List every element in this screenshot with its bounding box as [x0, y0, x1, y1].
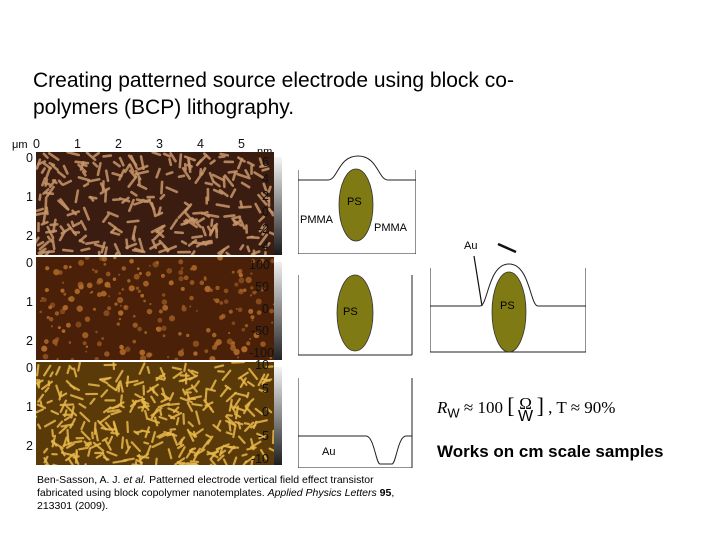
- label-ps-1: PS: [347, 196, 362, 208]
- colorbar-tick-label: -4: [257, 239, 269, 253]
- colorbar-tick-label: 5: [262, 381, 269, 396]
- colorbar-tick-label: 0: [262, 405, 269, 419]
- formula-transmittance: , T ≈ 90%: [548, 398, 616, 417]
- y-tick-label: 1: [26, 400, 33, 414]
- colorbar-tick-label: -100: [249, 346, 275, 360]
- x-tick-label: 1: [74, 137, 81, 151]
- ps-domain: [338, 168, 374, 242]
- colorbar-tick-label: -2: [257, 222, 269, 237]
- x-tick-label: 5: [238, 137, 245, 151]
- colorbar-tick-label: -50: [250, 324, 269, 338]
- y-tick-label: 2: [26, 334, 33, 348]
- colorbar-tick-label: 100: [249, 258, 270, 272]
- sheet-resistance-formula: RW ≈ 100 [ Ω W ] , T ≈ 90%: [437, 393, 616, 426]
- formula-w-unit: W: [518, 408, 534, 426]
- y-tick-label: 2: [26, 229, 33, 243]
- afm-image-bottom: [36, 362, 274, 465]
- label-au-bottom: Au: [322, 446, 336, 458]
- y-tick-label: 1: [26, 295, 33, 309]
- afm-image-top: [36, 152, 274, 255]
- x-tick-label: 2: [115, 137, 122, 151]
- label-ps-right: PS: [500, 300, 515, 312]
- results-note: Works on cm scale samples: [437, 442, 664, 461]
- x-tick-label: 4: [197, 137, 204, 151]
- colorbar-tick-label: 0: [262, 302, 269, 316]
- citation-et-al: et al.: [123, 474, 147, 486]
- ps-domain: [491, 271, 527, 353]
- citation: Ben-Sasson, A. J. et al. Patterned elect…: [37, 474, 397, 513]
- colorbar-top: [274, 157, 282, 255]
- label-pmma-right: PMMA: [374, 222, 407, 234]
- diagram-au-coated-ps: [430, 242, 586, 353]
- slide-title: Creating patterned source electrode usin…: [33, 69, 514, 119]
- colorbar-tick-label: -5: [257, 428, 269, 443]
- formula-w-sub: W: [447, 405, 460, 421]
- citation-authors: Ben-Sasson, A. J.: [37, 474, 121, 486]
- y-tick-label: 0: [26, 151, 33, 165]
- colorbar-tick-label: 50: [255, 280, 269, 294]
- label-ps-2: PS: [343, 306, 358, 318]
- label-au-right: Au: [464, 240, 478, 252]
- formula-approx: ≈ 100: [463, 398, 504, 417]
- diagram-au-electrode: [298, 378, 413, 468]
- colorbar-tick-label: 6: [262, 155, 269, 169]
- x-tick-label: 3: [156, 137, 163, 151]
- diagram-pmma-removed: [298, 274, 413, 356]
- label-pmma-left: PMMA: [300, 214, 333, 226]
- colorbar-tick-label: -10: [250, 452, 269, 466]
- diagram-bcp-film: [298, 155, 416, 254]
- citation-journal: Applied Physics Letters: [267, 487, 377, 499]
- colorbar-middle: [274, 262, 282, 360]
- citation-volume: 95: [379, 487, 392, 499]
- y-tick-label: 0: [26, 256, 33, 270]
- x-unit-label: μm: [12, 139, 28, 151]
- y-tick-label: 0: [26, 361, 33, 375]
- colorbar-tick-label: 2: [262, 188, 269, 203]
- y-tick-label: 2: [26, 439, 33, 453]
- formula-r: R: [437, 398, 448, 417]
- colorbar-tick-label: 4: [262, 171, 269, 186]
- colorbar-tick-label: 0: [262, 205, 269, 220]
- y-tick-label: 1: [26, 190, 33, 204]
- colorbar-bottom: [274, 367, 282, 465]
- ps-domain: [336, 274, 374, 352]
- colorbar-tick-label: 10: [255, 358, 269, 372]
- x-tick-label: 0: [33, 137, 40, 151]
- citation-title: Patterned electrode vertical field effec…: [37, 474, 374, 499]
- formula-omega: Ω: [519, 394, 532, 414]
- citation-pages: , 213301 (2009).: [37, 487, 395, 512]
- afm-image-middle: [36, 257, 274, 360]
